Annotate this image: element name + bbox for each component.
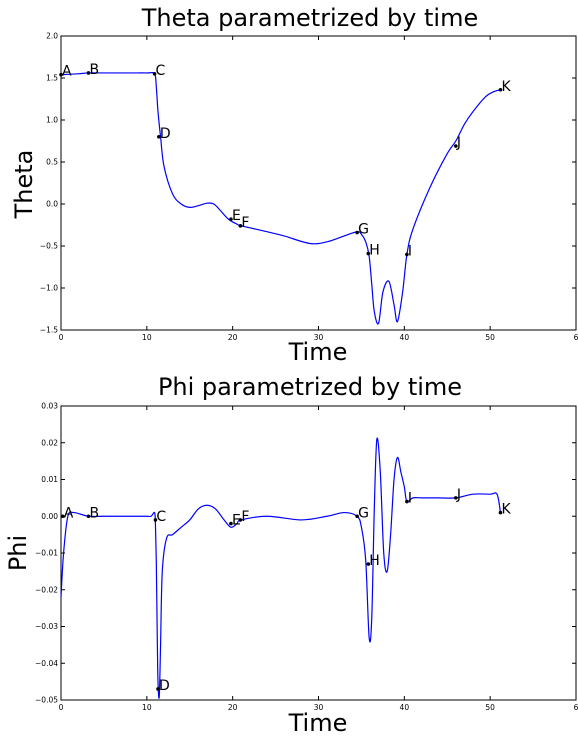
theta-point-f: [238, 224, 243, 228]
phi-point-j: [454, 496, 458, 500]
phi-x-tick-label: 20: [228, 703, 238, 712]
theta-point-c: [152, 72, 157, 76]
phi-point-label-k: K: [501, 502, 511, 518]
theta-plot-area: 0 10 20 30 40 50 6 2.0 1.5 1.0 0.5 0.0 −0.5 −1.0 −1.5 A…: [40, 32, 578, 343]
phi-point-c: [153, 518, 158, 522]
theta-point-label-a: A: [62, 64, 72, 80]
phi-y-tick-label: 0.02: [41, 438, 58, 447]
phi-x-tick-label: 50: [485, 703, 495, 712]
phi-x-tick-label: 6: [574, 703, 578, 712]
theta-point-i: [405, 252, 409, 257]
phi-point-a: [60, 514, 65, 519]
phi-y-tick-label: −0.05: [35, 696, 58, 705]
theta-series-line: [60, 71, 501, 325]
phi-x-axis-label: Time: [288, 709, 348, 737]
theta-point-label-k: K: [501, 79, 511, 95]
theta-point-label-h: H: [369, 243, 380, 259]
phi-point-i: [405, 499, 409, 504]
theta-x-tick-label: 20: [228, 333, 238, 342]
phi-point-label-i: I: [408, 491, 412, 507]
theta-point-label-g: G: [358, 222, 369, 238]
theta-y-tick-label: 1.0: [46, 116, 58, 125]
theta-point-j: [454, 144, 458, 148]
phi-point-label-d: D: [159, 678, 170, 694]
phi-point-label-h: H: [369, 553, 380, 569]
phi-y-tick-label: −0.03: [35, 622, 58, 631]
phi-y-axis-label: Phi: [4, 535, 32, 571]
phi-point-label-j: J: [456, 487, 461, 503]
theta-y-tick-label: 1.5: [46, 74, 58, 83]
theta-point-label-f: F: [241, 215, 249, 231]
theta-point-d: [157, 135, 161, 139]
theta-y-tick-label: −0.5: [40, 242, 58, 251]
theta-chart: Theta parametrized by time Time Theta 0 1…: [10, 4, 578, 366]
theta-x-tick-label: 40: [400, 333, 410, 342]
phi-y-tick-label: 0.00: [41, 512, 58, 521]
phi-point-label-c: C: [156, 509, 166, 525]
theta-point-label-d: D: [160, 126, 171, 142]
theta-point-label-b: B: [89, 62, 99, 78]
theta-y-tick-label: 2.0: [46, 32, 58, 41]
theta-point-label-e: E: [232, 208, 241, 224]
phi-series-line: [60, 437, 502, 699]
phi-y-tick-label: −0.02: [35, 585, 58, 594]
theta-x-tick-label: 30: [314, 333, 324, 342]
theta-point-label-c: C: [156, 63, 166, 79]
theta-point-h: [366, 251, 371, 256]
theta-y-tick-label: −1.0: [40, 284, 58, 293]
phi-plot-area: 0 10 20 30 40 50 6 0.03 0.02 0.01 0.00 −0.01 −0.02 −0…: [35, 402, 578, 713]
theta-point-b: [86, 71, 91, 75]
theta-point-label-i: I: [408, 243, 412, 259]
phi-axes-frame: [60, 405, 577, 701]
theta-y-axis-label: Theta: [10, 150, 38, 220]
phi-point-label-e: E: [232, 513, 241, 529]
theta-axes-frame: [60, 35, 577, 331]
phi-point-label-b: B: [89, 505, 99, 521]
theta-y-tick-label: −1.5: [40, 326, 58, 335]
theta-y-tick-label: 0.5: [46, 158, 58, 167]
theta-x-tick-label: 50: [485, 333, 495, 342]
phi-y-tick-label: 0.01: [41, 475, 58, 484]
phi-y-tick-label: −0.04: [35, 659, 58, 668]
phi-x-tick-label: 40: [400, 703, 410, 712]
theta-point-label-j: J: [456, 135, 461, 151]
theta-x-tick-label: 10: [142, 333, 152, 342]
phi-point-label-a: A: [64, 505, 74, 521]
phi-chart-title: Phi parametrized by time: [158, 373, 462, 401]
theta-point-g: [355, 230, 359, 235]
phi-x-tick-label: 10: [142, 703, 152, 712]
phi-point-label-f: F: [241, 509, 249, 525]
theta-x-tick-label: 0: [59, 333, 64, 342]
phi-point-h: [366, 562, 371, 566]
phi-chart: Phi parametrized by time Time Phi 0 10 20 3…: [4, 373, 578, 737]
theta-x-tick-label: 6: [574, 333, 578, 342]
theta-point-a: [59, 72, 63, 77]
phi-y-tick-label: −0.01: [35, 549, 58, 558]
phi-y-tick-label: 0.03: [41, 402, 58, 411]
theta-chart-title: Theta parametrized by time: [141, 4, 479, 32]
theta-point-k: [498, 87, 503, 92]
theta-point-e: [229, 217, 233, 221]
phi-x-tick-label: 0: [59, 703, 64, 712]
phi-point-g: [355, 514, 359, 519]
phi-point-f: [238, 518, 243, 522]
theta-y-tick-label: 0.0: [46, 200, 58, 209]
phi-point-k: [498, 510, 503, 515]
theta-x-axis-label: Time: [288, 338, 348, 366]
phi-point-d: [156, 687, 160, 691]
phi-point-b: [86, 514, 91, 519]
phi-point-label-g: G: [358, 505, 369, 521]
phi-x-tick-label: 30: [314, 703, 324, 712]
phi-point-e: [229, 521, 233, 526]
